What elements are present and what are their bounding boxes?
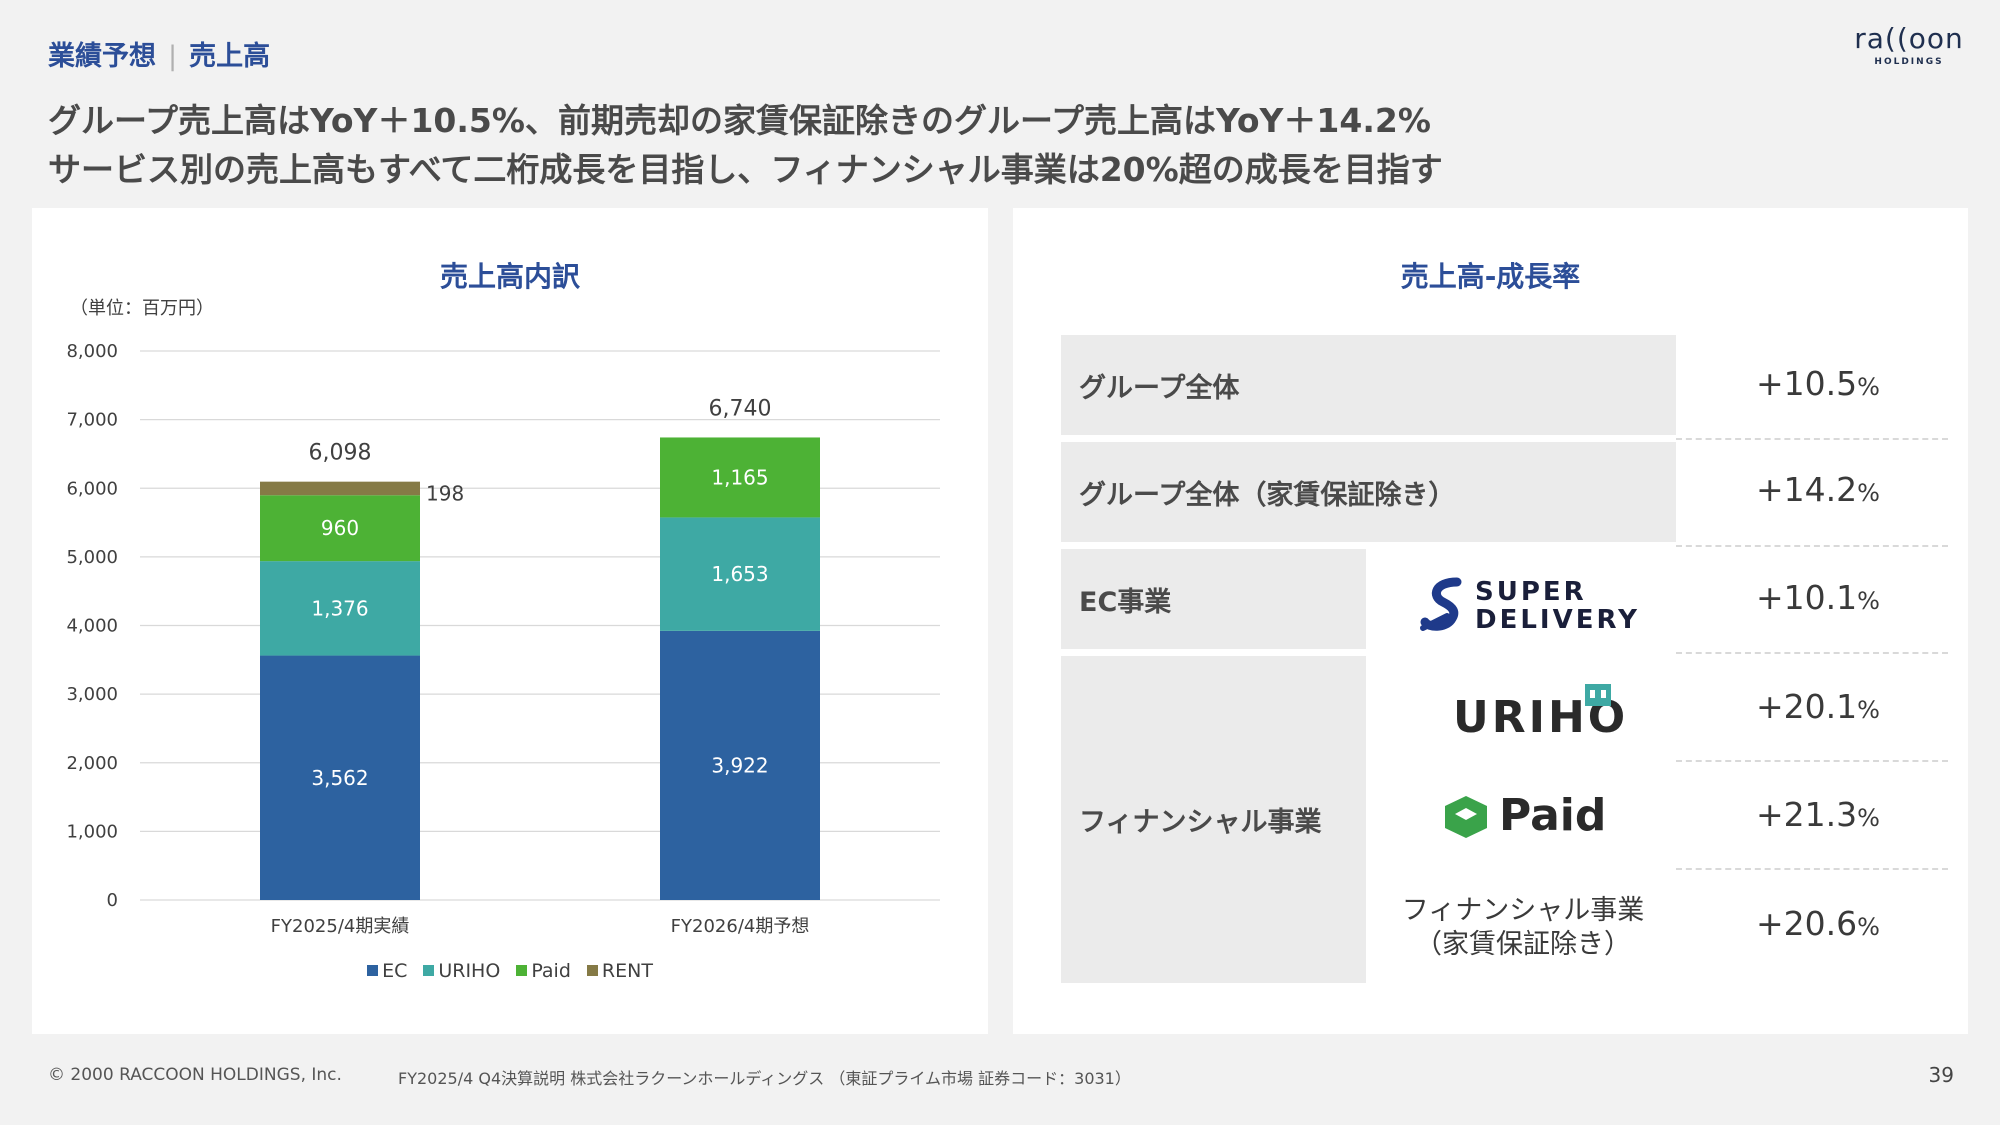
headline-line-2: サービス別の売上高もすべて二桁成長を目指し、フィナンシャル事業は20%超の成長を… xyxy=(48,150,1443,189)
super-delivery-mark-icon xyxy=(1420,577,1462,631)
row-label-ec: EC事業 xyxy=(1061,549,1366,649)
revenue-breakdown-panel: 売上高内訳 （単位：百万円） 0 1,000 2,000 3,000 4,000 5,00… xyxy=(32,208,988,1034)
y-tick-label: 2,000 xyxy=(66,753,118,774)
subsection-title: 売上高 xyxy=(189,41,271,72)
legend-swatch xyxy=(423,965,435,976)
legend-swatch xyxy=(586,965,598,976)
divider xyxy=(1676,545,1948,547)
legend-item: URIHO xyxy=(423,960,500,982)
y-tick-label: 6,000 xyxy=(66,478,118,499)
total-label: 6,740 xyxy=(709,396,772,421)
total-label: 6,098 xyxy=(309,441,372,466)
bar-segment-paid xyxy=(260,495,420,562)
legend-label: URIHO xyxy=(438,960,501,982)
rate-group-excl-rent: +14.2% xyxy=(1718,470,1918,509)
super-delivery-line-2: DELIVERY xyxy=(1475,605,1640,635)
bar-segment-uriho xyxy=(260,561,420,656)
row-label-group-excl-rent: グループ全体（家賃保証除き） xyxy=(1061,442,1676,542)
rate-value: +20.6 xyxy=(1756,904,1858,943)
rate-value: +10.5 xyxy=(1756,364,1858,403)
growth-rate-panel: 売上高-成長率 グループ全体 グループ全体（家賃保証除き） EC事業 フィナンシ… xyxy=(1013,208,1968,1034)
super-delivery-line-1: SUPER xyxy=(1475,577,1587,607)
legend-item: Paid xyxy=(516,960,571,982)
breadcrumb-separator: | xyxy=(168,41,178,72)
data-label: 960 xyxy=(321,516,359,540)
chart-legend: EC URIHO Paid RENT xyxy=(32,960,988,982)
y-tick-label: 1,000 xyxy=(66,821,118,842)
rate-percent: % xyxy=(1857,804,1880,832)
rate-percent: % xyxy=(1857,913,1880,941)
data-label: 198 xyxy=(426,481,464,505)
financial-excl-rent-label: フィナンシャル事業 （家賃保証除き） xyxy=(1373,894,1673,962)
rate-percent: % xyxy=(1857,479,1880,507)
chart-title: 売上高内訳 xyxy=(439,260,580,293)
company-logo: ra((oon HOLDINGS xyxy=(1854,22,1964,80)
headline-line-1: グループ売上高はYoY＋10.5%、前期売却の家賃保証除きのグループ売上高はYo… xyxy=(48,101,1431,140)
unit-label: （単位：百万円） xyxy=(70,298,214,319)
paid-wordmark: Paid xyxy=(1499,790,1607,841)
uriho-basket-icon xyxy=(1585,684,1611,706)
rate-uriho: +20.1% xyxy=(1718,687,1918,726)
breadcrumb: 業績予想 | 売上高 xyxy=(48,34,270,73)
divider xyxy=(1676,760,1948,762)
legend-label: RENT xyxy=(601,960,653,982)
rate-value: +10.1 xyxy=(1756,578,1858,617)
financial-excl-line-2: （家賃保証除き） xyxy=(1415,929,1631,960)
rate-financial-excl-rent: +20.6% xyxy=(1718,904,1918,943)
data-label: 1,376 xyxy=(311,596,368,620)
section-title: 業績予想 xyxy=(48,41,156,72)
x-tick-label: FY2026/4期予想 xyxy=(671,916,810,937)
x-tick-label: FY2025/4期実績 xyxy=(271,916,410,937)
legend-swatch xyxy=(516,965,528,976)
stacked-bar-chart: 0 1,000 2,000 3,000 4,000 5,000 6,000 7,000 8,00… xyxy=(66,341,940,937)
rate-value: +21.3 xyxy=(1756,795,1858,834)
row-label-group-total: グループ全体 xyxy=(1061,335,1676,435)
bar-segment-uriho xyxy=(660,517,820,631)
legend-label: EC xyxy=(382,960,408,982)
rate-percent: % xyxy=(1857,587,1880,615)
divider xyxy=(1676,438,1948,440)
super-delivery-logo: SUPER DELIVERY xyxy=(1413,576,1653,636)
legend-label: Paid xyxy=(531,960,571,982)
page-number: 39 xyxy=(1928,1063,1954,1087)
legend-item: EC xyxy=(367,960,407,982)
rate-group-total: +10.5% xyxy=(1718,364,1918,403)
logo-subtext: HOLDINGS xyxy=(1874,57,1944,67)
rate-value: +14.2 xyxy=(1756,470,1858,509)
rate-ec: +10.1% xyxy=(1718,578,1918,617)
divider xyxy=(1676,868,1948,870)
bar-segment-paid xyxy=(660,437,820,518)
data-label: 1,165 xyxy=(711,465,768,489)
y-tick-label: 8,000 xyxy=(66,341,118,362)
divider xyxy=(1676,652,1948,654)
data-label: 3,562 xyxy=(311,766,368,790)
y-tick-label: 3,000 xyxy=(66,684,118,705)
financial-excl-line-1: フィナンシャル事業 xyxy=(1401,895,1645,926)
legend-swatch xyxy=(367,965,379,976)
bar-segment-ec xyxy=(260,655,420,900)
logo-wordmark: ra((oon xyxy=(1854,22,1964,55)
data-label: 1,653 xyxy=(711,562,768,586)
rate-percent: % xyxy=(1857,373,1880,401)
row-label-financial: フィナンシャル事業 xyxy=(1061,656,1366,983)
y-tick-label: 7,000 xyxy=(66,410,118,431)
bar-segment-rent xyxy=(260,481,420,496)
rate-percent: % xyxy=(1857,696,1880,724)
growth-title: 売上高-成長率 xyxy=(1400,260,1581,293)
paid-mark-icon xyxy=(1445,796,1487,838)
footer-document-info: FY2025/4 Q4決算説明 株式会社ラクーンホールディングス （東証プライム… xyxy=(398,1069,1131,1088)
page-headline: グループ売上高はYoY＋10.5%、前期売却の家賃保証除きのグループ売上高はYo… xyxy=(48,96,1443,194)
rate-value: +20.1 xyxy=(1756,687,1858,726)
y-tick-label: 0 xyxy=(107,890,118,911)
data-label: 3,922 xyxy=(711,753,768,777)
bar-segment-ec xyxy=(660,630,820,900)
legend-item: RENT xyxy=(586,960,653,982)
y-tick-label: 5,000 xyxy=(66,547,118,568)
paid-logo: Paid xyxy=(1443,788,1623,848)
footer-copyright: © 2000 RACCOON HOLDINGS, Inc. xyxy=(48,1065,342,1085)
rate-paid: +21.3% xyxy=(1718,795,1918,834)
y-tick-label: 4,000 xyxy=(66,616,118,637)
uriho-logo: URIHO xyxy=(1453,678,1633,748)
